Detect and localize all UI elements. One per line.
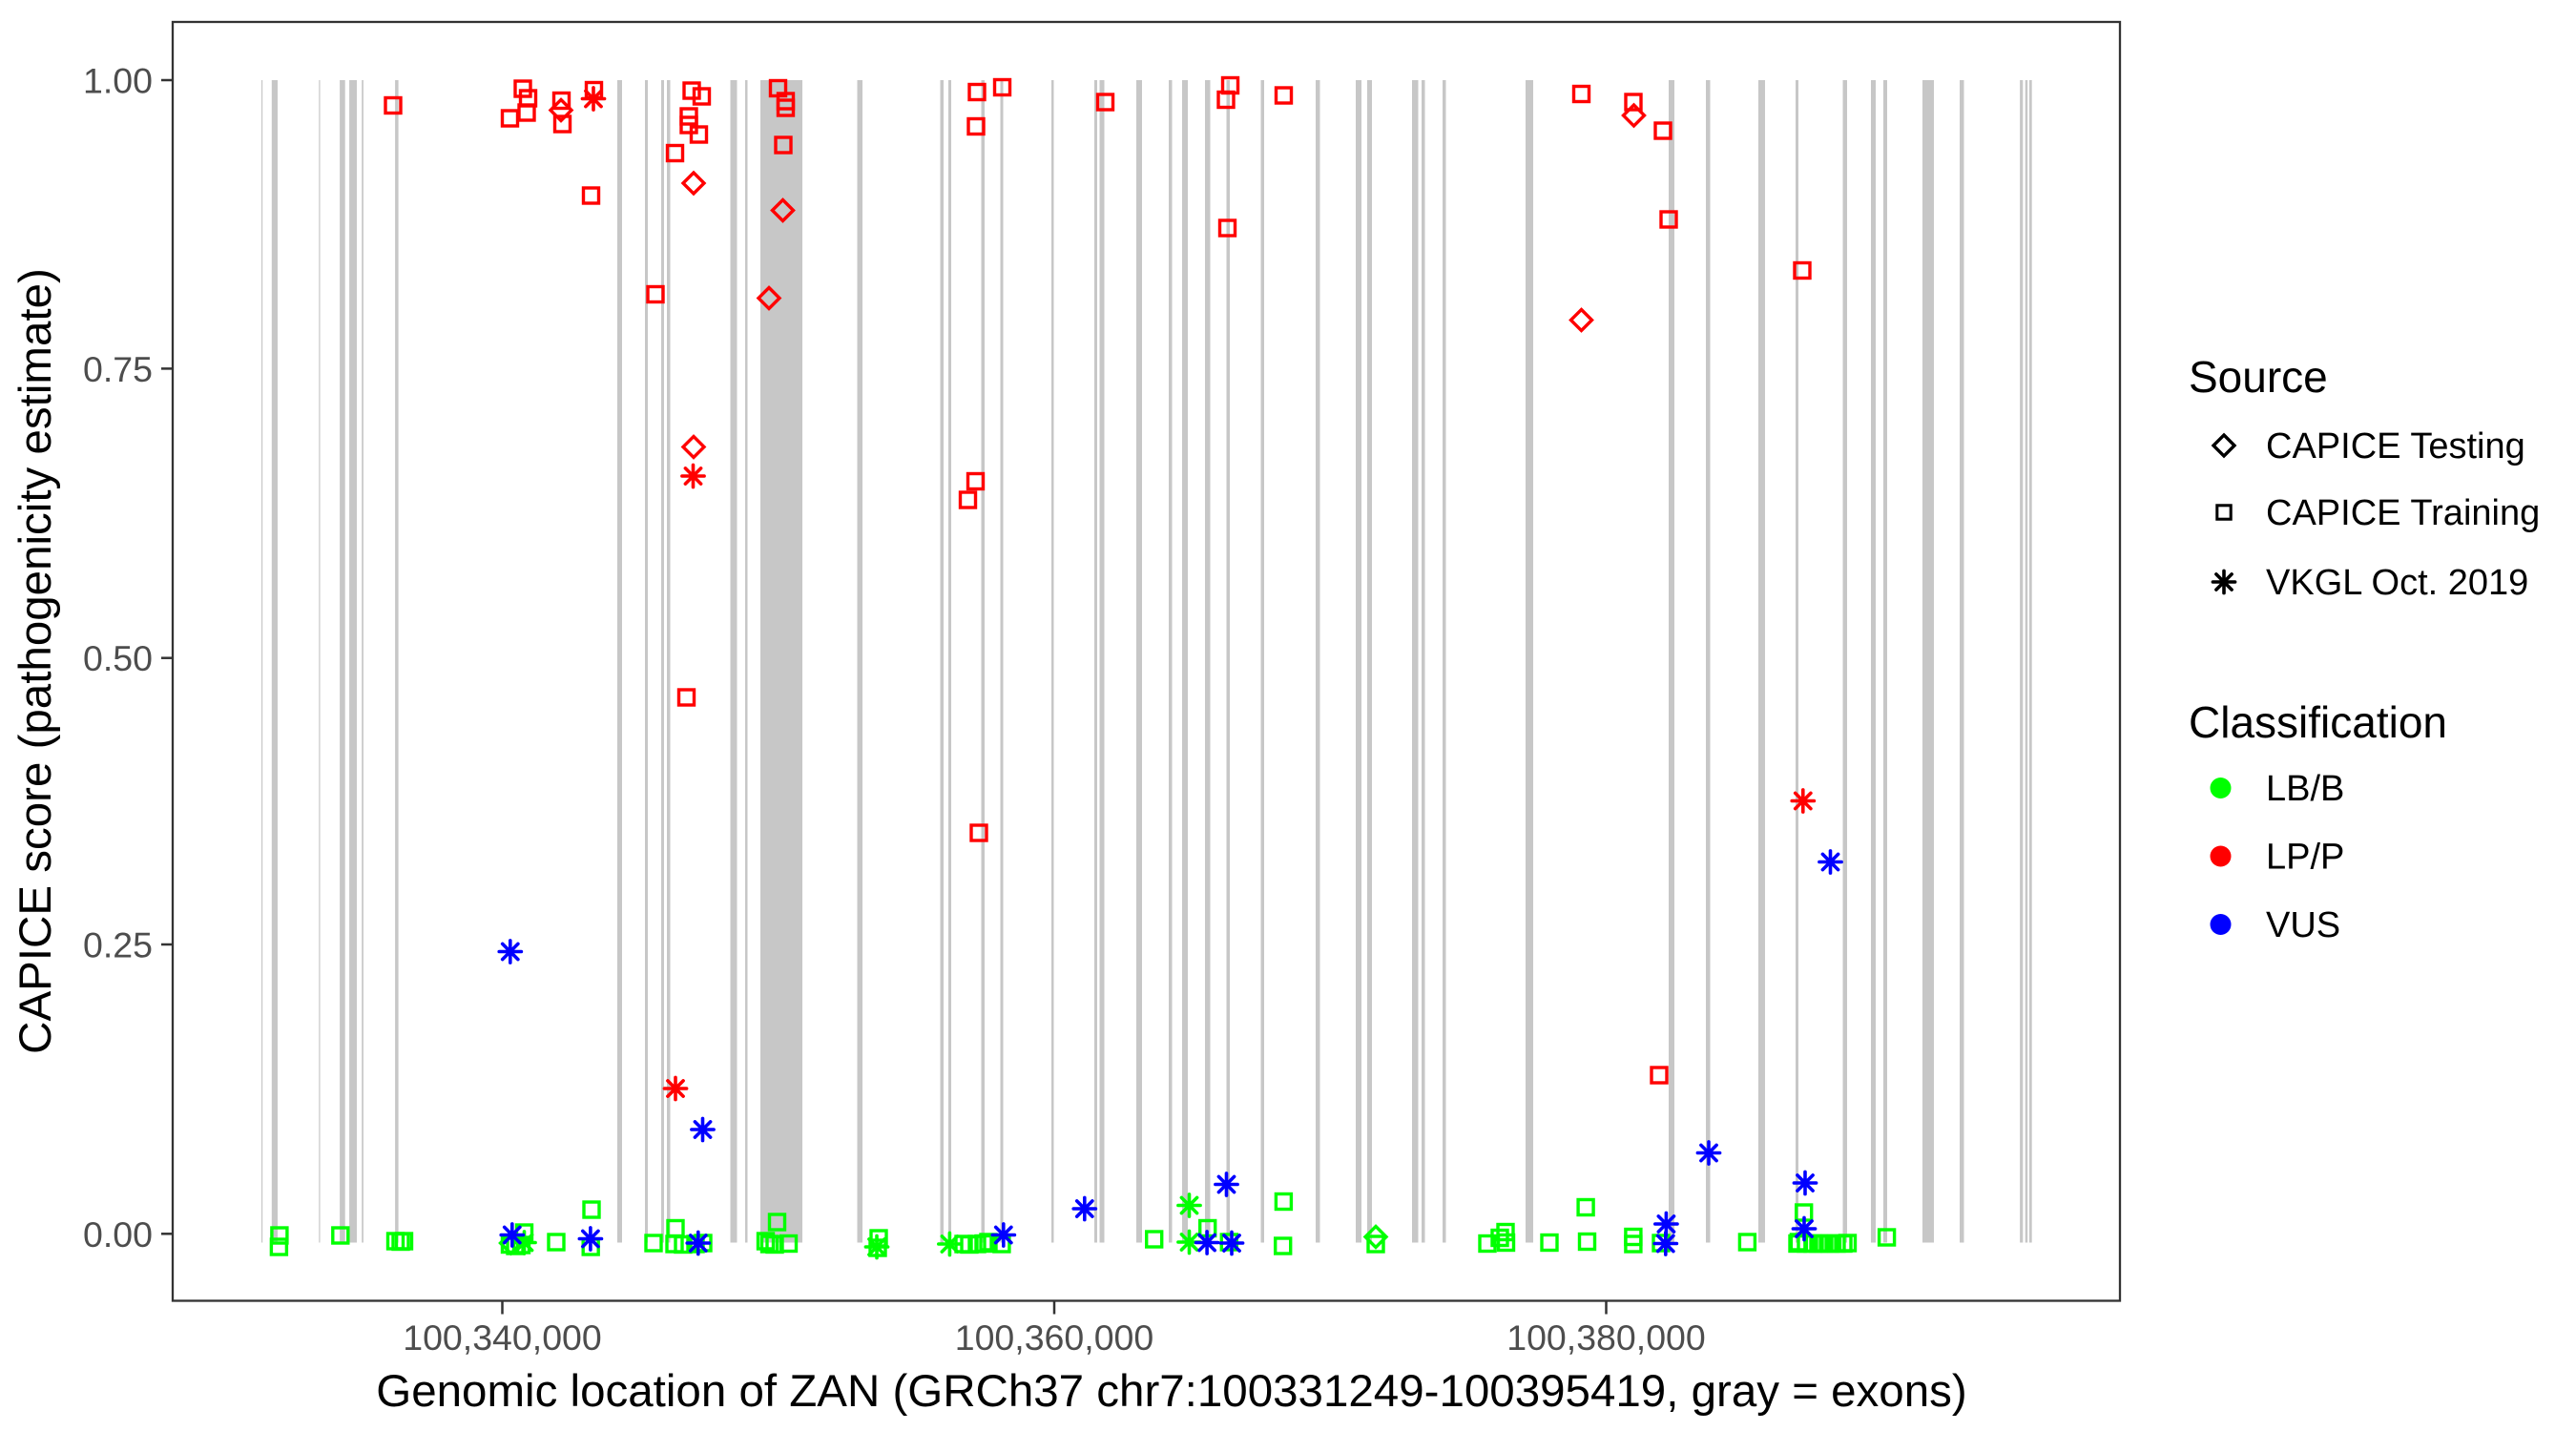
svg-text:CAPICE Testing: CAPICE Testing [2266, 426, 2525, 467]
svg-text:0.25: 0.25 [83, 925, 153, 965]
svg-text:LB/B: LB/B [2266, 769, 2344, 809]
svg-text:0.75: 0.75 [83, 349, 153, 389]
svg-text:1.00: 1.00 [83, 61, 153, 101]
svg-text:Genomic location of ZAN (GRCh3: Genomic location of ZAN (GRCh37 chr7:100… [376, 1366, 1966, 1417]
svg-text:0.50: 0.50 [83, 638, 153, 678]
svg-text:100,340,000: 100,340,000 [403, 1317, 602, 1358]
svg-text:Classification: Classification [2189, 697, 2447, 747]
svg-text:VKGL Oct. 2019: VKGL Oct. 2019 [2266, 563, 2528, 603]
svg-text:VUS: VUS [2266, 905, 2340, 945]
svg-text:0.00: 0.00 [83, 1214, 153, 1255]
svg-text:CAPICE Training: CAPICE Training [2266, 493, 2540, 533]
svg-text:LP/P: LP/P [2266, 838, 2344, 878]
svg-text:CAPICE score (pathogenicity es: CAPICE score (pathogenicity estimate) [10, 268, 61, 1054]
svg-text:100,360,000: 100,360,000 [955, 1317, 1154, 1358]
svg-text:Source: Source [2189, 352, 2328, 402]
svg-text:100,380,000: 100,380,000 [1506, 1317, 1706, 1358]
